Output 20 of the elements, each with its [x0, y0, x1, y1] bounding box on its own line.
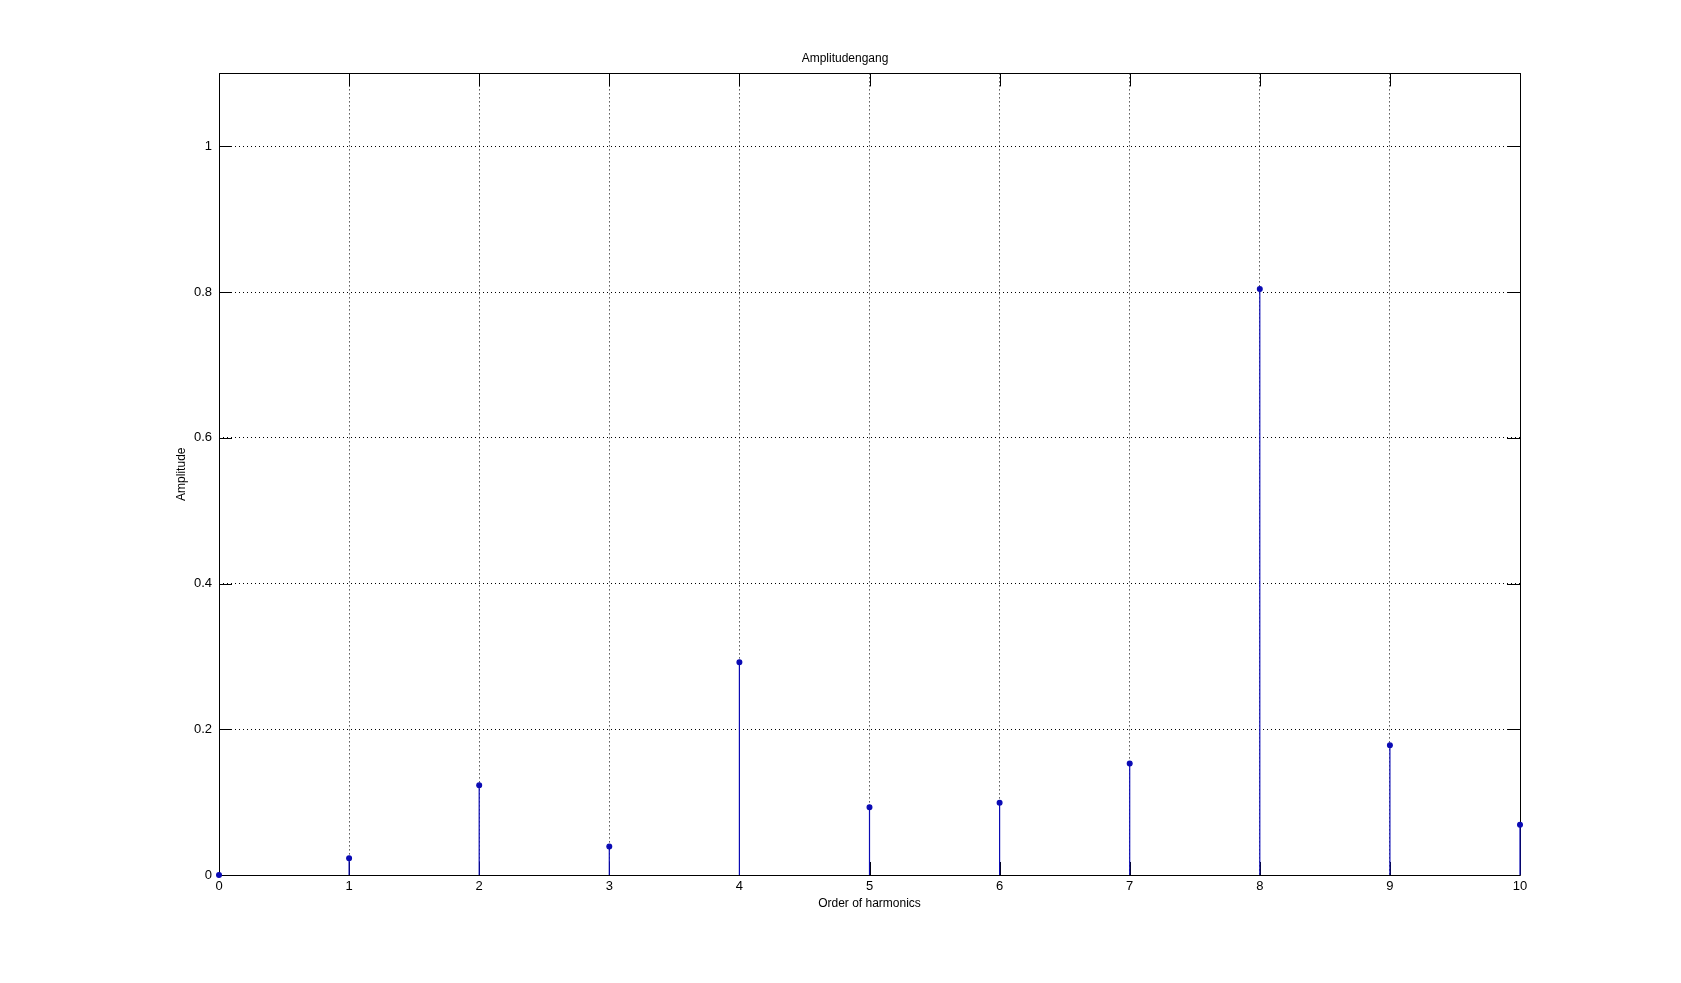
y-tick-label: 0.2: [193, 720, 212, 736]
y-tick-label: 0: [204, 866, 212, 882]
y-tick-label: 1: [204, 137, 212, 153]
x-tick-label: 10: [1512, 878, 1528, 894]
x-axis-title: Order of harmonics: [818, 896, 921, 911]
x-tick-label: 8: [1256, 878, 1264, 894]
x-tick-label: 5: [865, 878, 874, 894]
x-tick-label: 0: [215, 878, 223, 894]
y-axis-title: Amplitude: [173, 447, 188, 501]
chart-title: Amplitudengang: [801, 50, 889, 65]
x-tick-label: 2: [475, 878, 483, 894]
x-tick-label: 4: [735, 878, 744, 894]
x-tick-label: 9: [1386, 878, 1394, 894]
x-tick-label: 7: [1126, 878, 1134, 894]
x-tick-label: 1: [345, 878, 353, 894]
x-tick-label: 3: [605, 878, 613, 894]
y-tick-label: 0.6: [193, 429, 212, 445]
y-tick-label: 0.8: [193, 283, 212, 299]
y-tick-label: 0.4: [193, 575, 212, 591]
x-tick-label: 6: [995, 878, 1004, 894]
